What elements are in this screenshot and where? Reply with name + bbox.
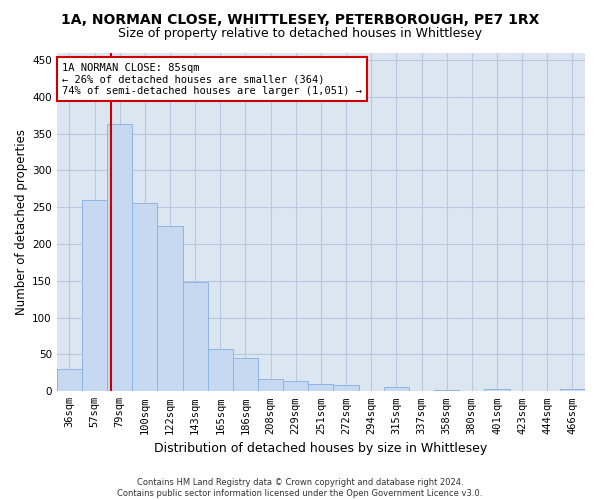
Bar — [384, 387, 409, 392]
Bar — [434, 390, 459, 392]
Bar — [208, 350, 233, 392]
Y-axis label: Number of detached properties: Number of detached properties — [15, 129, 28, 315]
Text: Size of property relative to detached houses in Whittlesey: Size of property relative to detached ho… — [118, 28, 482, 40]
Bar — [107, 124, 132, 392]
Bar — [308, 384, 334, 392]
Bar — [233, 358, 258, 392]
Bar — [57, 369, 82, 392]
Bar — [132, 204, 157, 392]
X-axis label: Distribution of detached houses by size in Whittlesey: Distribution of detached houses by size … — [154, 442, 488, 455]
Bar — [258, 379, 283, 392]
Text: 1A, NORMAN CLOSE, WHITTLESEY, PETERBOROUGH, PE7 1RX: 1A, NORMAN CLOSE, WHITTLESEY, PETERBOROU… — [61, 12, 539, 26]
Bar — [484, 389, 509, 392]
Bar — [157, 226, 182, 392]
Text: 1A NORMAN CLOSE: 85sqm
← 26% of detached houses are smaller (364)
74% of semi-de: 1A NORMAN CLOSE: 85sqm ← 26% of detached… — [62, 62, 362, 96]
Bar — [560, 389, 585, 392]
Bar — [182, 282, 208, 392]
Text: Contains HM Land Registry data © Crown copyright and database right 2024.
Contai: Contains HM Land Registry data © Crown c… — [118, 478, 482, 498]
Bar — [82, 200, 107, 392]
Bar — [334, 386, 359, 392]
Bar — [283, 381, 308, 392]
